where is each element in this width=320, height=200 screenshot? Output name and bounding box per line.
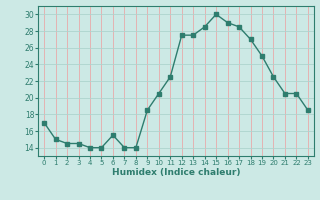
X-axis label: Humidex (Indice chaleur): Humidex (Indice chaleur) [112, 168, 240, 177]
